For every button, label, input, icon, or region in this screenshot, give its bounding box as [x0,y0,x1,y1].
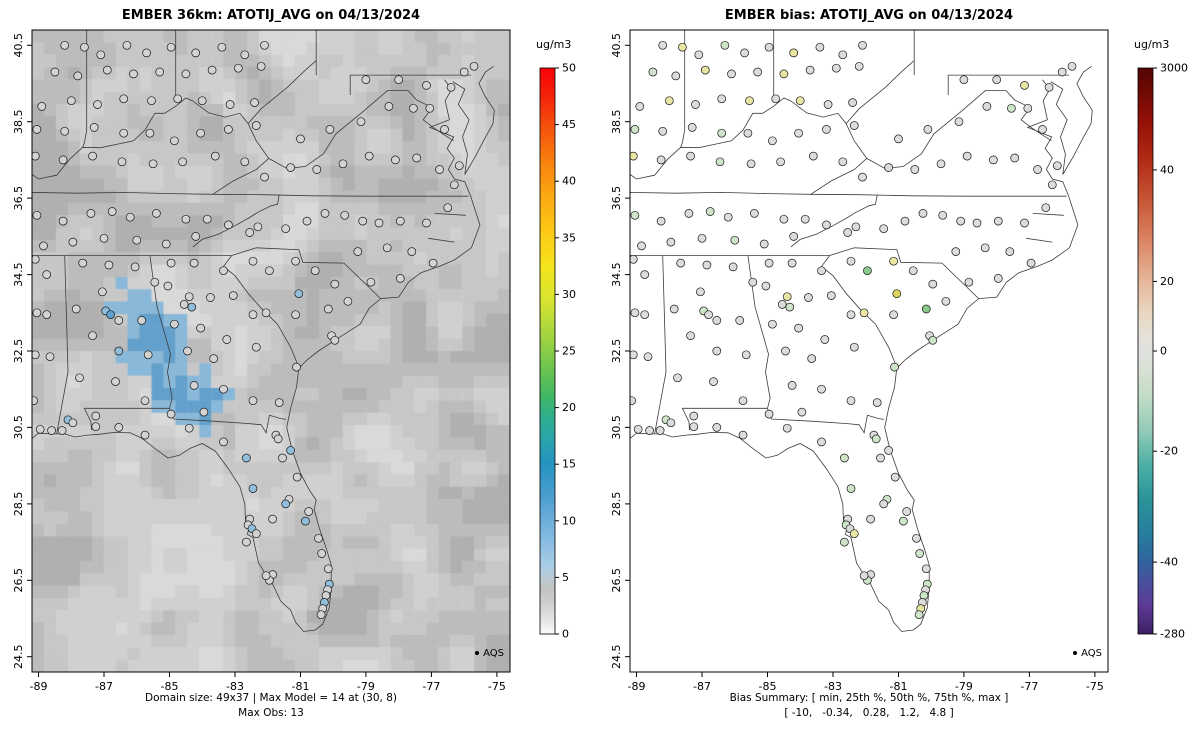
svg-text:-79: -79 [955,680,973,693]
svg-text:-77: -77 [1020,680,1038,693]
model-map-panel: -89 -87 -85 -83 -81 -79 -77 -75 24.5 26.5 28.5 30.5… [0,0,598,750]
svg-text:34.5: 34.5 [610,262,623,287]
svg-text:-89: -89 [30,680,48,693]
svg-text:45: 45 [562,118,576,131]
svg-text:-280: -280 [1160,628,1185,641]
svg-text:-75: -75 [488,680,506,693]
svg-text:40.5: 40.5 [610,33,623,58]
aqs-dot-icon [1073,651,1078,655]
svg-text:15: 15 [562,458,576,471]
svg-text:40.5: 40.5 [12,33,25,58]
aqs-legend-label: AQS [483,648,504,659]
svg-text:24.5: 24.5 [12,644,25,669]
svg-text:38.5: 38.5 [12,109,25,134]
svg-text:36.5: 36.5 [12,186,25,211]
svg-text:-75: -75 [1086,680,1104,693]
svg-text:-87: -87 [693,680,711,693]
svg-text:50: 50 [562,62,576,75]
aqs-dot-icon [475,651,480,655]
aqs-legend-label: AQS [1081,648,1102,659]
svg-text:24.5: 24.5 [610,644,623,669]
model-maxobs-annotation: Max Obs: 13 [238,707,304,719]
svg-text:0: 0 [1160,345,1167,358]
svg-text:-77: -77 [422,680,440,693]
svg-text:34.5: 34.5 [12,262,25,287]
bias-aqs-legend: AQS [1040,648,1102,659]
model-panel-title: EMBER 36km: ATOTIJ_AVG on 04/13/2024 [121,8,421,23]
svg-text:30: 30 [562,288,576,301]
svg-text:20: 20 [1160,275,1174,288]
svg-text:-85: -85 [161,680,179,693]
model-colorbar-unit-label: ug/m3 [536,38,572,51]
bias-values-annotation: [ -10, -0.34, 0.28, 1.2, 4.8 ] [784,707,954,719]
bias-map-panel: -89 -87 -85 -83 -81 -79 -77 -75 24.5 26.5 28.5 30.5… [598,0,1200,750]
svg-text:26.5: 26.5 [12,568,25,593]
bias-panel-title: EMBER bias: ATOTIJ_AVG on 04/13/2024 [724,8,1014,23]
svg-text:32.5: 32.5 [12,339,25,364]
svg-text:40: 40 [1160,163,1174,176]
model-aqs-legend: AQS [442,648,504,659]
svg-text:32.5: 32.5 [610,339,623,364]
svg-text:-89: -89 [628,680,646,693]
svg-text:-79: -79 [357,680,375,693]
svg-text:-85: -85 [759,680,777,693]
svg-text:-40: -40 [1160,556,1178,569]
svg-text:-20: -20 [1160,445,1178,458]
svg-text:30.5: 30.5 [12,415,25,440]
svg-text:40: 40 [562,175,576,188]
svg-text:28.5: 28.5 [610,492,623,517]
svg-text:25: 25 [562,345,576,358]
svg-text:36.5: 36.5 [610,186,623,211]
svg-text:-81: -81 [890,680,908,693]
svg-text:10: 10 [562,514,576,527]
svg-text:26.5: 26.5 [610,568,623,593]
svg-text:-87: -87 [95,680,113,693]
bias-figure-svg: -89 -87 -85 -83 -81 -79 -77 -75 24.5 26.5 28.5 30.5… [610,29,1188,693]
svg-text:-83: -83 [824,680,842,693]
svg-text:3000: 3000 [1160,62,1188,75]
svg-text:35: 35 [562,231,576,244]
svg-text:5: 5 [562,571,569,584]
model-raster-map [32,30,510,672]
bias-colorbar-unit-label: ug/m3 [1134,38,1170,51]
bias-summary-annotation: Bias Summary: [ min, 25th %, 50th %, 75t… [729,692,1009,704]
svg-text:28.5: 28.5 [12,492,25,517]
model-domain-annotation: Domain size: 49x37 | Max Model = 14 at (… [144,692,397,704]
svg-text:38.5: 38.5 [610,109,623,134]
svg-text:0: 0 [562,628,569,641]
svg-text:-83: -83 [226,680,244,693]
svg-text:30.5: 30.5 [610,415,623,440]
svg-text:-81: -81 [292,680,310,693]
model-figure-svg: -89 -87 -85 -83 -81 -79 -77 -75 24.5 26.5 28.5 30.5… [12,29,576,693]
svg-text:20: 20 [562,401,576,414]
